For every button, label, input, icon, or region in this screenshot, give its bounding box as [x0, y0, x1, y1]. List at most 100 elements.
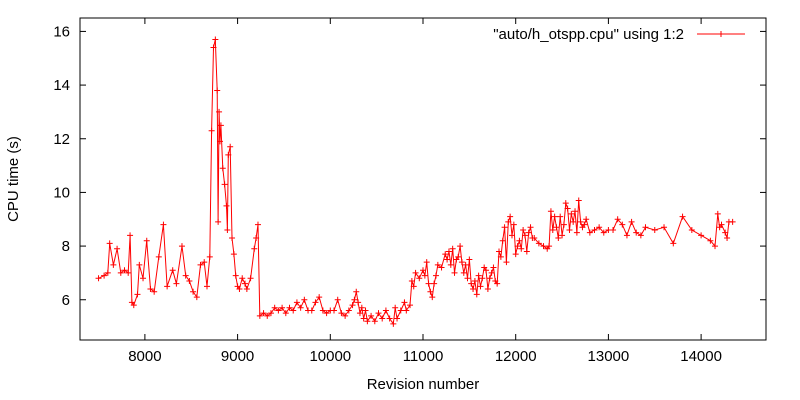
- data-point: [210, 44, 217, 51]
- data-point: [308, 307, 315, 314]
- data-point: [375, 310, 382, 317]
- data-point: [499, 237, 506, 244]
- data-point: [505, 218, 512, 225]
- data-point: [279, 304, 286, 311]
- data-point: [416, 275, 423, 282]
- data-point: [508, 232, 515, 239]
- y-tick-label: 8: [62, 238, 70, 255]
- data-point: [312, 299, 319, 306]
- data-point: [338, 310, 345, 317]
- data-point: [217, 122, 224, 129]
- data-point: [438, 264, 445, 271]
- data-point: [382, 307, 389, 314]
- x-tick-label: 14000: [680, 348, 722, 365]
- data-point: [642, 224, 649, 231]
- data-point: [596, 224, 603, 231]
- data-point: [219, 165, 226, 172]
- data-point: [628, 218, 635, 225]
- data-point: [264, 312, 271, 319]
- data-point: [670, 240, 677, 247]
- data-point: [251, 245, 258, 252]
- data-point: [496, 248, 503, 255]
- data-point: [143, 237, 150, 244]
- data-point: [447, 261, 454, 268]
- data-point: [497, 253, 504, 260]
- data-point: [178, 243, 185, 250]
- data-point: [230, 251, 237, 258]
- data-point: [355, 299, 362, 306]
- data-point: [368, 312, 375, 319]
- data-point: [151, 288, 158, 295]
- data-point: [173, 280, 180, 287]
- y-tick-label: 14: [53, 77, 70, 94]
- data-point: [442, 251, 449, 258]
- data-point: [525, 229, 532, 236]
- data-point: [247, 275, 254, 282]
- data-point: [477, 283, 484, 290]
- data-point: [110, 261, 117, 268]
- data-point: [286, 304, 293, 311]
- plot-layer: [95, 36, 736, 327]
- data-point: [575, 197, 582, 204]
- data-point: [95, 275, 102, 282]
- data-point: [633, 229, 640, 236]
- data-point: [637, 232, 644, 239]
- data-point: [364, 318, 371, 325]
- data-point: [353, 288, 360, 295]
- data-point: [718, 221, 725, 228]
- data-point: [619, 221, 626, 228]
- data-point: [225, 151, 232, 158]
- data-point: [557, 213, 564, 220]
- data-point: [275, 307, 282, 314]
- x-axis-label: Revision number: [367, 376, 480, 393]
- data-point: [466, 256, 473, 263]
- data-point: [449, 245, 456, 252]
- y-tick-label: 12: [53, 131, 70, 148]
- data-point: [301, 296, 308, 303]
- y-tick-label: 16: [53, 23, 70, 40]
- data-point: [507, 213, 514, 220]
- data-point: [140, 275, 147, 282]
- data-point: [223, 202, 230, 209]
- data-point: [559, 232, 566, 239]
- series-line: [98, 39, 733, 326]
- data-point: [297, 304, 304, 311]
- data-point: [562, 200, 569, 207]
- data-point: [155, 253, 162, 260]
- legend-marker: [718, 31, 724, 37]
- data-point: [614, 216, 621, 223]
- data-point: [125, 269, 132, 276]
- data-point: [206, 253, 213, 260]
- legend-entry-label: "auto/h_otspp.cpu" using 1:2: [493, 26, 684, 43]
- data-point: [334, 296, 341, 303]
- x-tick-label: 9000: [221, 348, 254, 365]
- data-point: [356, 310, 363, 317]
- data-point: [121, 267, 128, 274]
- x-tick-label: 10000: [309, 348, 351, 365]
- data-point: [342, 312, 349, 319]
- data-point: [371, 318, 378, 325]
- data-point: [267, 310, 274, 317]
- data-point: [547, 208, 554, 215]
- data-point: [256, 312, 263, 319]
- axis-ticks: 8000 9000 10000 11000 12000 13000 14000 6 8 10 12 1…: [53, 18, 766, 365]
- data-point: [214, 87, 221, 94]
- data-point: [707, 237, 714, 244]
- data-point: [401, 299, 408, 306]
- data-point: [623, 232, 630, 239]
- data-point: [351, 296, 358, 303]
- data-point: [610, 226, 617, 233]
- y-tick-label: 10: [53, 184, 70, 201]
- data-point: [243, 286, 250, 293]
- data-point: [523, 248, 530, 255]
- data-point: [182, 272, 189, 279]
- data-point: [221, 181, 228, 188]
- data-point: [101, 272, 108, 279]
- y-tick-label: 6: [62, 292, 70, 309]
- data-point: [127, 232, 134, 239]
- data-point: [427, 288, 434, 295]
- data-point: [516, 237, 523, 244]
- data-point: [503, 259, 510, 266]
- data-point: [212, 36, 219, 43]
- data-point: [386, 315, 393, 322]
